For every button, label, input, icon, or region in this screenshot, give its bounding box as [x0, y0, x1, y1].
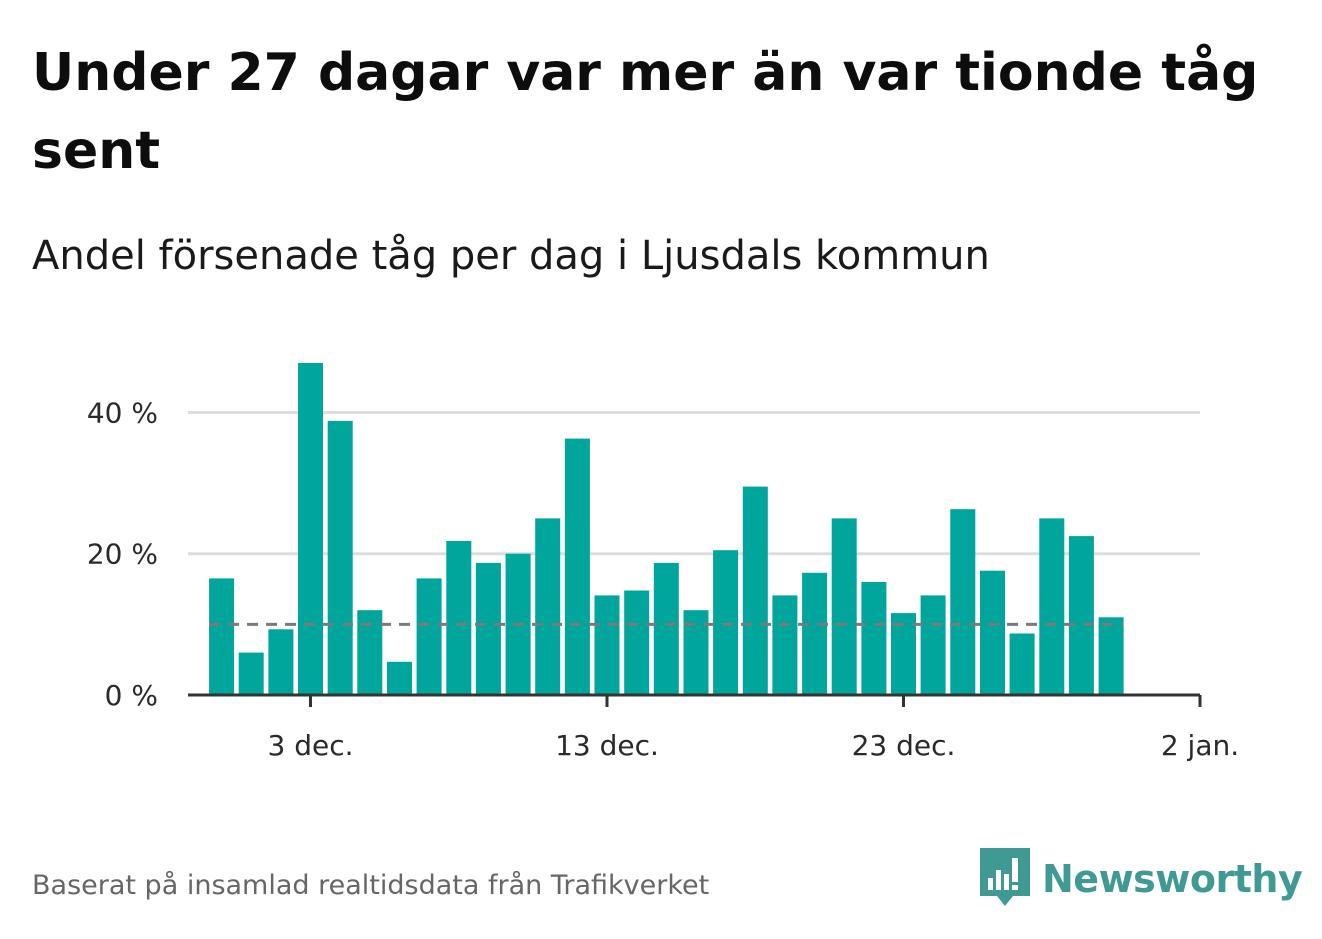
brand-name: Newsworthy [1042, 857, 1303, 901]
bar-chart: 0 % 20 % 40 % 3 dec. 13 dec. 23 dec. 2 jan. [87, 363, 1239, 762]
grid-lines [188, 410, 1200, 556]
newsworthy-logo-icon [980, 848, 1030, 906]
bar [653, 562, 679, 695]
bar [742, 486, 768, 695]
brand: Newsworthy [980, 848, 1303, 910]
bar [535, 518, 561, 695]
bar [861, 582, 887, 695]
bar [475, 562, 501, 695]
bar [416, 578, 442, 695]
bar [624, 590, 650, 695]
y-tick-label: 0 % [105, 679, 158, 712]
tick-labels: 0 % 20 % 40 % 3 dec. 13 dec. 23 dec. 2 jan. [87, 396, 1239, 762]
x-tick-label: 23 dec. [852, 729, 956, 762]
y-tick-label: 20 % [87, 538, 158, 571]
bar [238, 652, 264, 695]
bar [802, 572, 828, 695]
chart-title: Under 27 dagar var mer än var tionde tåg… [32, 43, 1259, 181]
bar [920, 595, 946, 695]
bar [831, 518, 857, 695]
x-axis [188, 693, 1202, 707]
bar [1098, 617, 1124, 695]
bar [594, 595, 620, 695]
bar [772, 595, 798, 695]
x-tick-label: 2 jan. [1161, 729, 1239, 762]
x-tick-label: 13 dec. [555, 729, 659, 762]
chart-subtitle: Andel försenade tåg per dag i Ljusdals k… [32, 233, 990, 279]
source-note: Baserat på insamlad realtidsdata från Tr… [32, 870, 710, 901]
bars [209, 363, 1124, 695]
bar [387, 661, 412, 695]
bar [268, 629, 294, 695]
bar [564, 438, 590, 695]
bar [446, 541, 472, 695]
bar [891, 613, 916, 695]
bar [950, 509, 976, 695]
bar [980, 570, 1005, 695]
bar [1068, 536, 1094, 695]
bar [1039, 518, 1065, 695]
y-tick-label: 40 % [87, 396, 158, 429]
x-tick-label: 3 dec. [267, 729, 353, 762]
bar [327, 420, 353, 695]
bar [1009, 633, 1035, 695]
bar [209, 578, 235, 695]
bar [298, 363, 323, 695]
bar [713, 550, 739, 695]
